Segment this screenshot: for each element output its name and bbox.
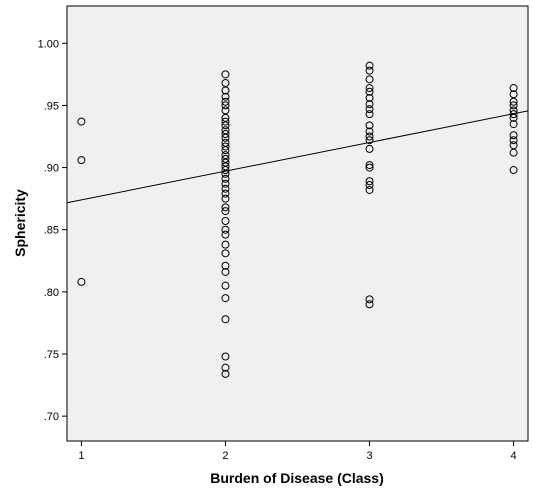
data-point	[365, 185, 374, 194]
data-point	[365, 180, 374, 189]
data-point	[365, 100, 374, 109]
data-point	[509, 131, 518, 140]
data-point	[509, 101, 518, 110]
data-point	[221, 133, 230, 142]
data-point	[221, 240, 230, 249]
x-tick-label: 4	[511, 450, 517, 462]
data-point	[509, 97, 518, 106]
y-tick-label: .90	[44, 163, 59, 175]
data-point	[509, 110, 518, 119]
y-tick-label: .80	[44, 287, 59, 299]
x-axis-ticks: 1 2 3 4	[78, 441, 517, 462]
regression-line	[66, 110, 529, 204]
y-axis-title: Sphericity	[12, 189, 28, 257]
x-tick-label: 3	[366, 450, 372, 462]
data-point	[365, 144, 374, 153]
data-point	[365, 75, 374, 84]
data-point	[221, 142, 230, 151]
data-point	[221, 363, 230, 372]
data-point	[221, 194, 230, 203]
data-point	[221, 97, 230, 106]
data-point	[221, 117, 230, 126]
data-point	[365, 127, 374, 136]
data-point	[77, 277, 86, 286]
x-tick-label: 2	[222, 450, 228, 462]
points-layer	[77, 61, 518, 378]
data-point	[509, 84, 518, 93]
y-tick-label: .95	[44, 100, 59, 112]
data-point	[221, 203, 230, 212]
y-tick-label: .70	[44, 411, 59, 423]
data-point	[365, 66, 374, 75]
data-point	[365, 295, 374, 304]
data-point	[221, 86, 230, 95]
data-point	[221, 121, 230, 130]
data-point	[365, 177, 374, 186]
x-axis-title: Burden of Disease (Class)	[210, 470, 384, 486]
data-point	[221, 189, 230, 198]
fit-line-layer	[66, 110, 529, 204]
data-point	[221, 179, 230, 188]
data-point	[77, 156, 86, 165]
data-point	[365, 121, 374, 130]
data-point	[221, 225, 230, 234]
x-tick-label: 1	[78, 450, 84, 462]
data-point	[221, 146, 230, 155]
data-point	[365, 87, 374, 96]
data-point	[365, 110, 374, 119]
data-point	[509, 166, 518, 175]
data-point	[365, 161, 374, 170]
data-point	[221, 166, 230, 175]
data-point	[221, 70, 230, 79]
y-axis-ticks: .70 .75 .80 .85 .90 .95 1.00	[38, 38, 67, 423]
y-tick-label: .75	[44, 349, 59, 361]
data-point	[221, 130, 230, 139]
data-point	[77, 117, 86, 126]
data-point	[221, 281, 230, 290]
data-point	[221, 217, 230, 226]
data-point	[221, 267, 230, 276]
data-point	[221, 294, 230, 303]
data-point	[221, 249, 230, 258]
data-point	[365, 84, 374, 93]
data-point	[221, 184, 230, 193]
data-point	[221, 169, 230, 178]
data-point	[365, 93, 374, 102]
data-point	[509, 113, 518, 122]
y-tick-label: 1.00	[38, 38, 59, 50]
data-point	[509, 148, 518, 157]
data-point	[365, 105, 374, 114]
data-point	[365, 132, 374, 141]
data-point	[365, 136, 374, 145]
data-point	[221, 101, 230, 110]
plot-area	[66, 5, 529, 442]
y-tick-label: .85	[44, 225, 59, 237]
data-point	[509, 136, 518, 145]
data-point	[221, 352, 230, 361]
data-point	[365, 163, 374, 172]
data-point	[221, 174, 230, 183]
data-point	[509, 120, 518, 129]
data-point	[221, 315, 230, 324]
data-point	[221, 230, 230, 239]
data-point	[221, 92, 230, 101]
data-point	[221, 207, 230, 216]
data-point	[221, 369, 230, 378]
data-point	[221, 261, 230, 270]
data-point	[365, 61, 374, 70]
data-point	[365, 300, 374, 309]
